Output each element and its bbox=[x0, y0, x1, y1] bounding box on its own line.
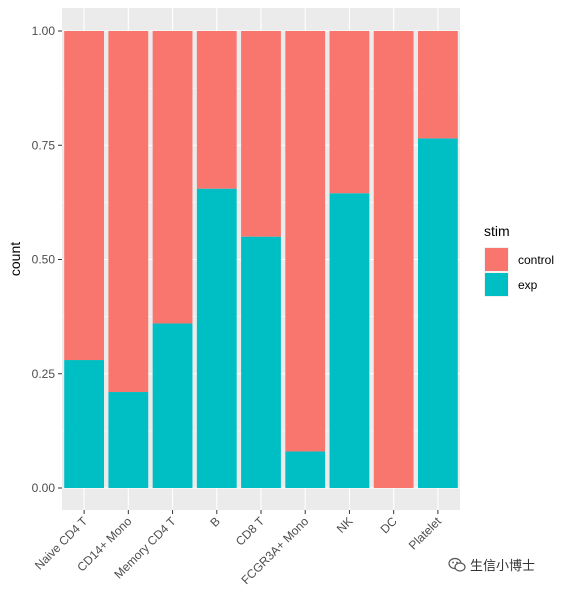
legend-key-control bbox=[485, 248, 508, 271]
bar-control-5 bbox=[285, 31, 326, 452]
y-tick-label: 0.25 bbox=[32, 367, 56, 381]
bar-exp-6 bbox=[329, 193, 370, 489]
y-tick-label: 0.75 bbox=[32, 138, 56, 152]
bar-exp-2 bbox=[152, 323, 193, 488]
bar-exp-5 bbox=[285, 451, 326, 488]
y-tick-label: 0.00 bbox=[32, 481, 56, 495]
bar-control-7 bbox=[373, 31, 414, 488]
bar-control-0 bbox=[64, 31, 105, 361]
legend-label-exp: exp bbox=[518, 278, 538, 292]
bar-control-2 bbox=[152, 31, 193, 324]
y-tick-label: 0.50 bbox=[32, 253, 56, 267]
bar-exp-0 bbox=[64, 360, 105, 488]
bar-exp-1 bbox=[108, 392, 149, 488]
legend-title: stim bbox=[484, 223, 510, 239]
bars bbox=[64, 31, 458, 489]
bar-control-1 bbox=[108, 31, 149, 393]
legend-key-exp bbox=[485, 273, 508, 296]
x-tick-label: DC bbox=[378, 514, 400, 536]
x-tick-label: Platelet bbox=[406, 514, 445, 553]
y-tick-label: 1.00 bbox=[32, 24, 56, 38]
bar-exp-8 bbox=[417, 138, 458, 488]
bar-control-8 bbox=[417, 31, 458, 139]
watermark: 生信小博士 bbox=[448, 555, 535, 574]
bar-control-6 bbox=[329, 31, 370, 194]
watermark-text: 生信小博士 bbox=[470, 559, 536, 574]
wechat-icon bbox=[448, 557, 466, 572]
x-tick-label: B bbox=[207, 514, 223, 530]
bar-exp-4 bbox=[241, 236, 281, 488]
bar-control-3 bbox=[196, 31, 237, 189]
x-tick-label: NK bbox=[334, 514, 356, 536]
y-axis: 0.00 0.25 0.50 0.75 1.00 bbox=[32, 24, 62, 495]
legend-label-control: control bbox=[518, 253, 554, 267]
y-axis-title: count bbox=[7, 242, 23, 276]
legend: stim control exp bbox=[484, 223, 554, 297]
x-tick-label: CD8 T bbox=[233, 514, 268, 549]
bar-exp-3 bbox=[196, 188, 237, 489]
bar-control-4 bbox=[241, 31, 281, 237]
